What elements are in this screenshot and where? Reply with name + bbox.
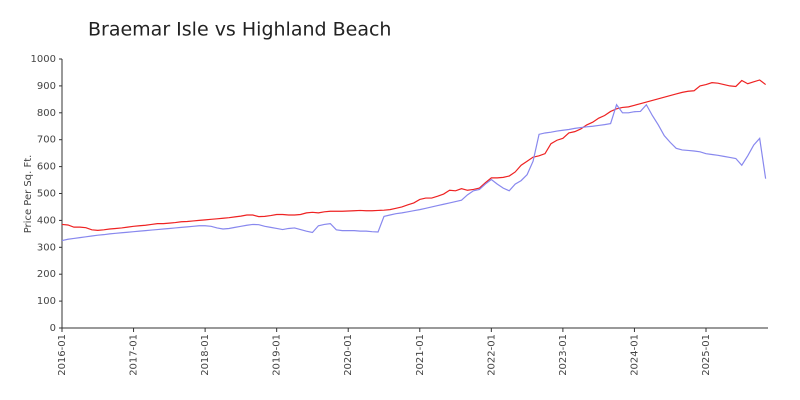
y-tick-label: 0 — [50, 323, 56, 334]
y-tick-label: 1000 — [31, 54, 56, 65]
x-tick-label: 2023-01 — [558, 334, 569, 376]
y-tick-label: 600 — [37, 162, 56, 173]
x-tick-label: 2018-01 — [200, 334, 211, 376]
x-tick-label: 2021-01 — [415, 334, 426, 376]
y-axis-label: Price Per Sq. Ft. — [23, 155, 34, 234]
chart-title: Braemar Isle vs Highland Beach — [88, 19, 391, 41]
y-tick-label: 300 — [37, 242, 56, 253]
x-tick-label: 2016-01 — [57, 334, 68, 376]
y-tick-label: 900 — [37, 81, 56, 92]
y-tick-label: 200 — [37, 269, 56, 280]
x-tick-label: 2017-01 — [129, 334, 140, 376]
y-tick-label: 800 — [37, 108, 56, 119]
y-tick-label: 700 — [37, 135, 56, 146]
y-tick-label: 500 — [37, 189, 56, 200]
series-line — [61, 79, 766, 231]
series-line — [61, 103, 767, 242]
x-tick-label: 2022-01 — [486, 334, 497, 376]
x-tick-label: 2020-01 — [343, 334, 354, 376]
x-tick-label: 2024-01 — [629, 334, 640, 376]
y-tick-label: 400 — [37, 215, 56, 226]
y-tick-label: 100 — [37, 296, 56, 307]
x-tick-label: 2019-01 — [272, 334, 283, 376]
x-tick-label: 2025-01 — [701, 334, 712, 376]
